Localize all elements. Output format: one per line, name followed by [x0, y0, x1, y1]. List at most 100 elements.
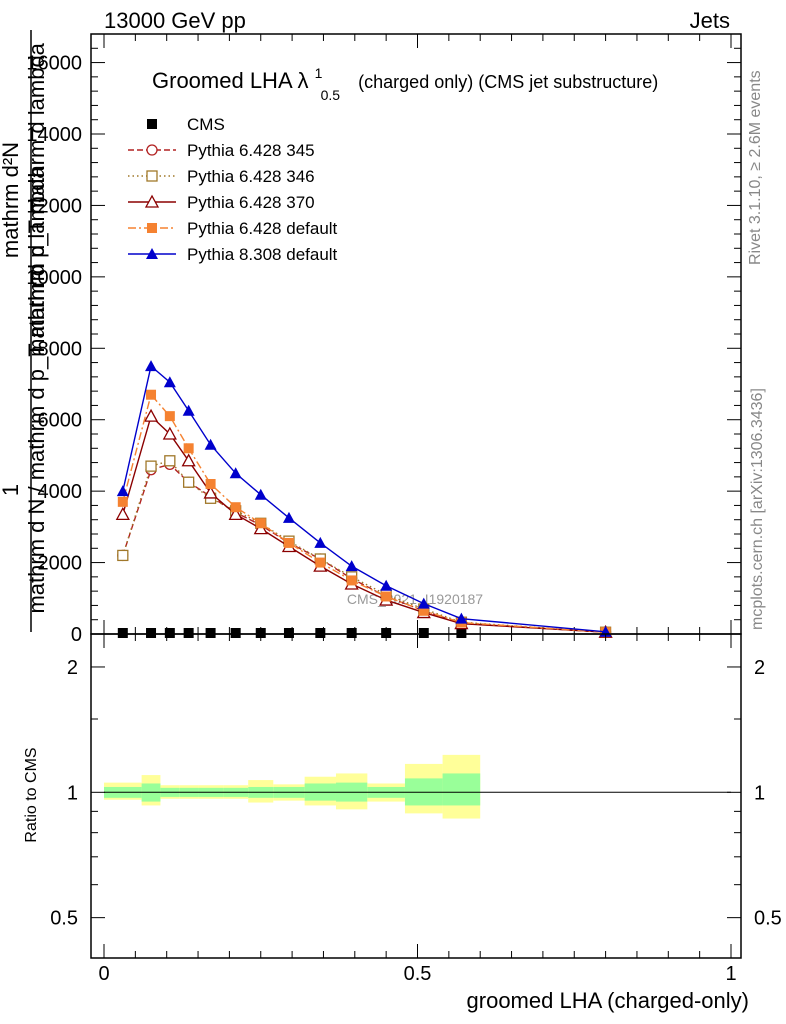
data-point — [315, 557, 326, 568]
legend-marker — [144, 194, 160, 208]
ratio-panel: 0 0.5 1 0.5 0.5 1 1 2 2 — [50, 633, 782, 985]
y-tick-label: 4000 — [38, 481, 83, 503]
xlabel: groomed LHA (charged-only) — [467, 988, 749, 1013]
data-point — [417, 597, 430, 609]
ratio-y-tick-label: 0.5 — [50, 908, 78, 930]
main-panel: 0 2000 4000 6000 8000 10000 12000 14000 16000 — [26, 33, 742, 646]
data-point — [182, 404, 195, 416]
data-point — [230, 502, 241, 513]
y-tick-label: 16000 — [26, 53, 82, 75]
data-point — [315, 628, 326, 638]
legend-entry: Pythia 6.428 370 — [128, 193, 315, 212]
title-subscript: 0.5 — [321, 87, 341, 103]
title-rest: (charged only) (CMS jet substructure) — [358, 72, 658, 92]
legend-label: CMS — [187, 115, 225, 134]
legend-marker — [146, 248, 158, 259]
legend-label: Pythia 6.428 346 — [187, 167, 315, 186]
plot-title: Groomed LHA λ 1 0.5 (charged only) (CMS … — [152, 58, 658, 105]
data-point — [455, 612, 468, 624]
legend-label: Pythia 6.428 345 — [187, 141, 315, 160]
legend-label: Pythia 6.428 370 — [187, 193, 315, 212]
y-tick-label: 8000 — [38, 338, 83, 360]
data-point — [182, 476, 195, 488]
series-5 — [116, 360, 612, 637]
x-tick-label: 0 — [98, 963, 109, 985]
y-tick-label: 2000 — [38, 553, 83, 575]
data-point — [456, 628, 467, 638]
data-point — [205, 628, 216, 638]
legend-marker — [146, 144, 158, 156]
data-point — [146, 628, 157, 638]
series-line — [122, 393, 606, 633]
series-2 — [117, 455, 612, 638]
y-tick-label: 12000 — [26, 195, 82, 217]
legend-entry: Pythia 8.308 default — [128, 245, 338, 264]
data-point — [255, 518, 266, 529]
data-point — [183, 443, 194, 454]
legend-marker — [147, 223, 157, 233]
ratio-y-tick-label: 1 — [67, 782, 78, 804]
data-point — [418, 628, 429, 638]
data-point — [346, 575, 357, 586]
data-point — [117, 628, 128, 638]
data-point — [381, 628, 392, 638]
data-point — [162, 426, 177, 440]
mcplots-label: mcplots.cern.ch [arXiv:1306.3436] — [749, 388, 766, 630]
data-point — [418, 605, 429, 616]
y-tick-label: 6000 — [38, 410, 83, 432]
legend-entry: Pythia 6.428 346 — [128, 167, 315, 186]
data-point — [255, 628, 266, 638]
data-point — [164, 411, 175, 422]
y-tick-label: 0 — [71, 624, 82, 646]
data-point — [228, 506, 243, 521]
legend-marker — [147, 119, 157, 129]
legend-entry: CMS — [147, 115, 225, 134]
ratio-y-tick-label: 2 — [67, 657, 78, 679]
data-point — [145, 360, 158, 372]
legend-label: Pythia 6.428 default — [187, 219, 338, 238]
ylabel-numerator: 1 — [0, 484, 23, 496]
data-point — [115, 506, 130, 521]
data-point — [282, 511, 295, 523]
data-point — [181, 453, 196, 467]
data-point — [146, 389, 157, 400]
legend-label: Pythia 8.308 default — [187, 245, 338, 264]
data-point — [381, 591, 392, 602]
data-point — [380, 579, 393, 591]
data-point — [345, 560, 358, 572]
ratio-ylabel: Ratio to CMS — [23, 747, 40, 842]
series-0 — [117, 628, 611, 638]
ylabel-fraction-top: mathrm d²N — [0, 142, 23, 258]
svg-text:Groomed LHA λ 1 0.: Groomed LHA λ 1 0.5 (charged only) (CMS … — [152, 58, 658, 105]
ratio-y-tick-label-right: 1 — [754, 782, 765, 804]
data-point — [164, 455, 176, 467]
process-label: Jets — [690, 8, 730, 33]
ratio-y-tick-label-right: 2 — [754, 657, 765, 679]
data-point — [230, 628, 241, 638]
legend: CMS Pythia 6.428 345 Pythia 6.428 346 Pythi… — [128, 115, 338, 264]
data-point — [143, 408, 159, 422]
energy-label: 13000 GeV pp — [104, 8, 246, 33]
main-ylabel: 1 mathrm d N / mathrm d p_T mathrm d lam… — [0, 30, 49, 632]
data-point — [254, 488, 267, 500]
ylabel-denominator: mathrm d N / mathrm d p_T mathrm d lambd… — [24, 166, 49, 614]
data-point — [283, 537, 294, 548]
data-point — [116, 485, 129, 497]
data-point — [164, 628, 175, 638]
legend-entry: Pythia 6.428 345 — [128, 141, 315, 160]
data-point — [145, 460, 157, 472]
data-point — [163, 376, 176, 388]
ratio-y-tick-label-right: 0.5 — [754, 908, 782, 930]
x-tick-label: 1 — [725, 963, 736, 985]
y-tick-label: 10000 — [26, 267, 82, 289]
data-point — [283, 628, 294, 638]
data-point — [203, 485, 218, 499]
series-line — [122, 463, 606, 633]
rivet-label: Rivet 3.1.10, ≥ 2.6M events — [747, 70, 764, 265]
y-tick-label: 14000 — [26, 124, 82, 146]
title-main: Groomed LHA λ — [152, 68, 309, 93]
ylabel-fraction-bottom: mathrm d p_T mathrm d lambda — [24, 42, 49, 357]
data-point — [346, 628, 357, 638]
data-point — [314, 536, 327, 548]
